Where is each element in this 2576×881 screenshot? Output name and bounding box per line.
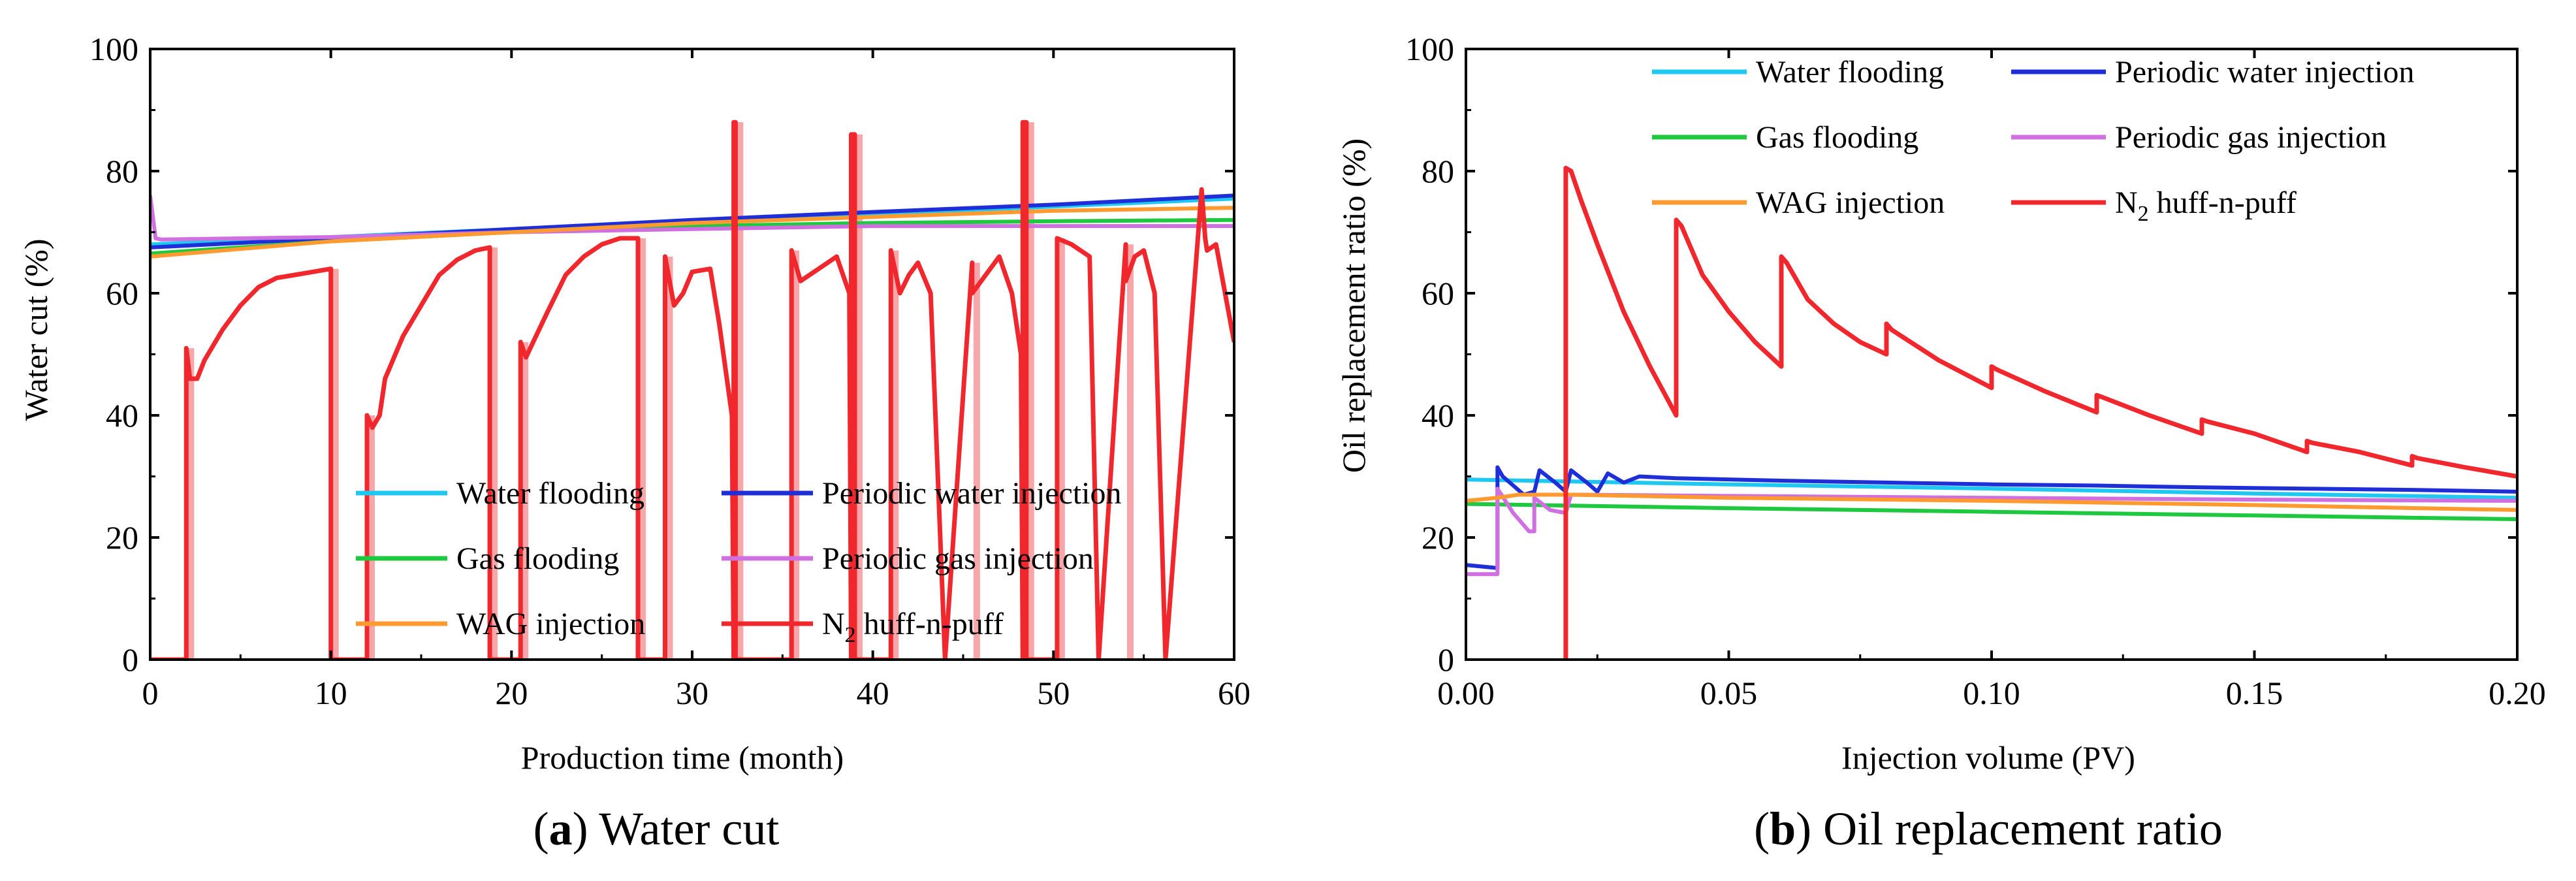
- series-line-wag-injection: [1466, 492, 2517, 512]
- panel-b-ylabel: Oil replacement ratio (%): [1335, 138, 1372, 473]
- panel-a-water-cut: 0 10 20 30 40 50 60 0 20 40 60 80 100 Water flooding…: [18, 31, 1250, 855]
- n2-cycle-band: [491, 247, 498, 660]
- legend-label-n2-huff-n-puff: N2 huff-n-puff: [2115, 185, 2297, 226]
- panel-a-ylabel: Water cut (%): [18, 238, 54, 421]
- panel-b-oil-replacement-ratio: 0.00 0.05 0.10 0.15 0.20 0 20 40 60 80 100 Water f…: [1335, 31, 2546, 855]
- n2-cycle-band: [1027, 122, 1034, 660]
- y-tick-label: 20: [106, 519, 138, 556]
- panel-a-legend: Water flooding Periodic water injection Ga…: [356, 476, 1122, 647]
- n2-cycle-band: [368, 415, 375, 660]
- legend-label-gas-flooding: Gas flooding: [1756, 120, 1918, 155]
- x-tick-label: 0.00: [1437, 675, 1495, 711]
- panel-b-caption-label: b: [1770, 803, 1796, 855]
- series-line-gas-flooding: [1466, 502, 2517, 521]
- panel-b-caption: (b) Oil replacement ratio: [1754, 803, 2223, 855]
- legend-label-n2-huff-n-puff: N2 huff-n-puff: [822, 607, 1004, 647]
- legend-label-wag-injection: WAG injection: [456, 607, 645, 641]
- x-tick-label: 40: [857, 675, 889, 711]
- n2-cycle-band: [1058, 238, 1065, 660]
- legend-label-periodic-gas-injection: Periodic gas injection: [2115, 120, 2387, 155]
- y-tick-label: 100: [1405, 31, 1454, 67]
- y-tick-label: 0: [1438, 641, 1454, 678]
- panel-a-caption-label: a: [549, 803, 573, 855]
- panel-b-plot-area: [1466, 165, 2517, 660]
- legend-label-periodic-water-injection: Periodic water injection: [2115, 55, 2415, 89]
- x-tick-label: 50: [1037, 675, 1070, 711]
- y-tick-label: 80: [106, 153, 138, 189]
- y-tick-label: 60: [106, 275, 138, 312]
- series-line-water-flooding: [1466, 477, 2517, 500]
- panel-b-legend: Water flooding Periodic water injection Ga…: [1652, 55, 2415, 226]
- series-line-n2-huff-n-puff: [150, 120, 1234, 660]
- legend-label-wag-injection: WAG injection: [1756, 185, 1945, 220]
- x-tick-label: 10: [315, 675, 347, 711]
- legend-label-water-flooding: Water flooding: [456, 476, 644, 511]
- panel-b-axes: 0.00 0.05 0.10 0.15 0.20 0 20 40 60 80 100: [1405, 31, 2546, 711]
- panel-a-xlabel: Production time (month): [521, 739, 844, 776]
- x-tick-label: 0.15: [2226, 675, 2283, 711]
- n2-cycle-band: [332, 268, 339, 660]
- n2-cycle-band: [973, 263, 980, 660]
- legend-label-gas-flooding: Gas flooding: [456, 541, 619, 576]
- y-tick-label: 40: [1422, 397, 1454, 434]
- n2-cycle-band: [737, 122, 744, 660]
- panel-a-caption: (a) Water cut: [533, 803, 780, 855]
- panel-a-plot-area: [150, 120, 1234, 660]
- n2-cycle-band: [666, 256, 673, 660]
- x-tick-label: 0.05: [1700, 675, 1758, 711]
- y-tick-label: 100: [89, 31, 138, 67]
- panel-b-xlabel: Injection volume (PV): [1841, 739, 2135, 776]
- x-tick-label: 0.10: [1963, 675, 2020, 711]
- x-tick-label: 30: [676, 675, 708, 711]
- series-line-periodic-water-injection: [1466, 465, 2517, 570]
- legend-label-periodic-gas-injection: Periodic gas injection: [822, 541, 1094, 576]
- y-tick-label: 40: [106, 397, 138, 434]
- n2-cycle-band: [639, 238, 646, 660]
- panel-b-caption-text: Oil replacement ratio: [1811, 803, 2223, 855]
- series-line-wag-injection: [150, 206, 1234, 259]
- y-tick-label: 0: [122, 641, 138, 678]
- legend-label-water-flooding: Water flooding: [1756, 55, 1944, 89]
- x-tick-label: 0.20: [2489, 675, 2546, 711]
- n2-cycle-band: [793, 250, 800, 660]
- series-line-n2-huff-n-puff: [1563, 165, 2517, 660]
- n2-cycle-band: [856, 134, 863, 660]
- panel-a-caption-text: Water cut: [588, 803, 780, 855]
- n2-cycle-band: [1127, 244, 1134, 660]
- legend-label-periodic-water-injection: Periodic water injection: [822, 476, 1122, 511]
- x-tick-label: 0: [142, 675, 159, 711]
- n2-cycle-band: [187, 348, 195, 660]
- y-tick-label: 60: [1422, 275, 1454, 312]
- n2-cycle-band: [522, 342, 529, 660]
- x-tick-label: 60: [1218, 675, 1250, 711]
- y-tick-label: 80: [1422, 153, 1454, 189]
- n2-cycle-band: [892, 250, 899, 660]
- panel-a-axes: 0 10 20 30 40 50 60 0 20 40 60 80 100: [89, 31, 1250, 711]
- x-tick-label: 20: [495, 675, 528, 711]
- series-line-periodic-gas-injection: [1466, 487, 2517, 577]
- y-tick-label: 20: [1422, 519, 1454, 556]
